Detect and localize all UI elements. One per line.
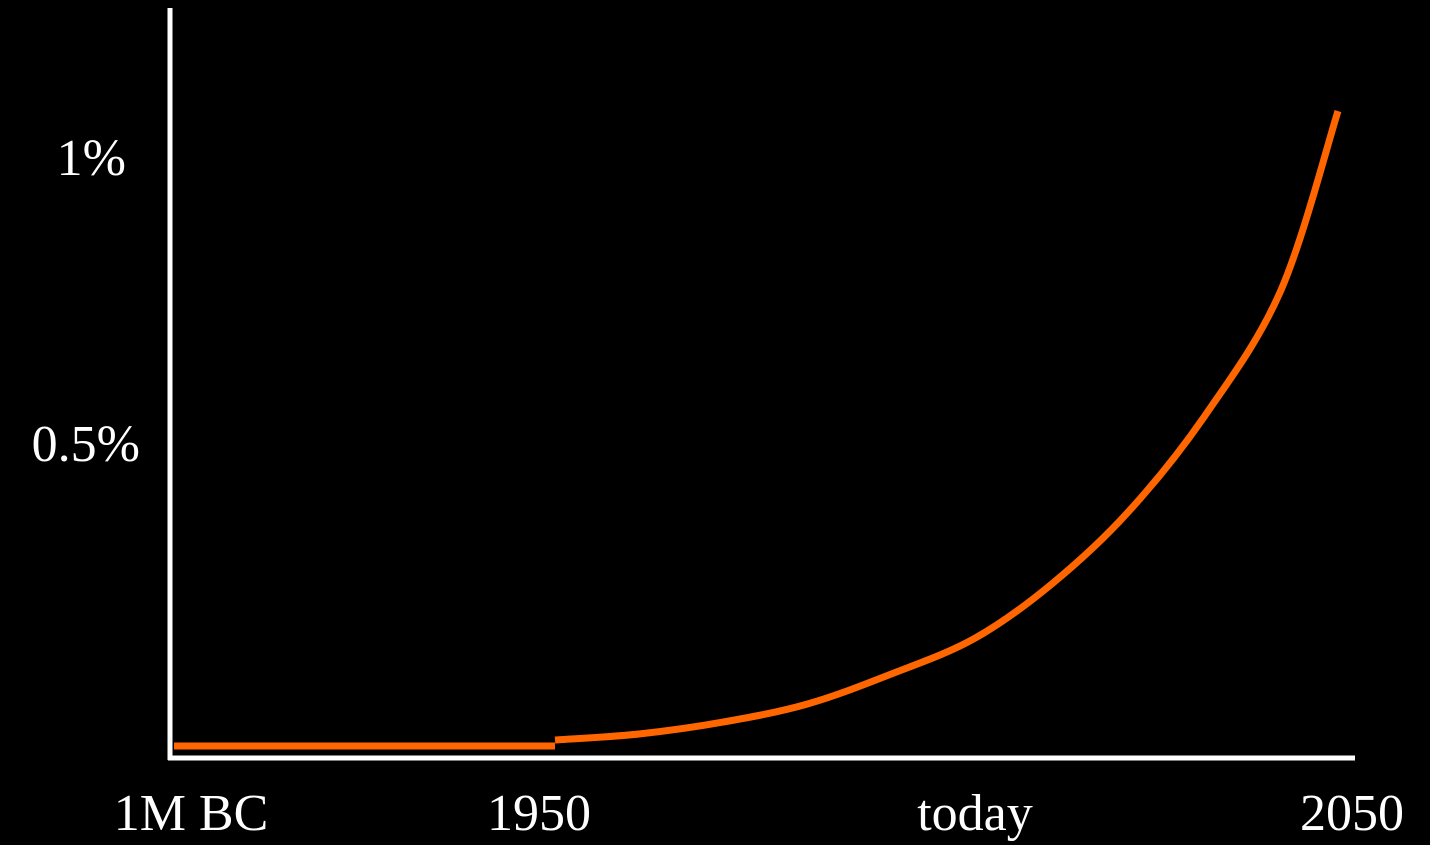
y-tick-label-1pct: 1% bbox=[57, 130, 126, 187]
series-layer bbox=[174, 110, 1342, 750]
series-line-segment-2 bbox=[554, 110, 1342, 744]
x-tick-label-today: today bbox=[917, 785, 1033, 842]
x-tick-label-2050: 2050 bbox=[1300, 785, 1404, 842]
x-tick-label-1950: 1950 bbox=[487, 785, 591, 842]
y-tick-label-half-pct: 0.5% bbox=[32, 416, 140, 473]
x-tick-label-1m-bc: 1M BC bbox=[114, 785, 269, 842]
